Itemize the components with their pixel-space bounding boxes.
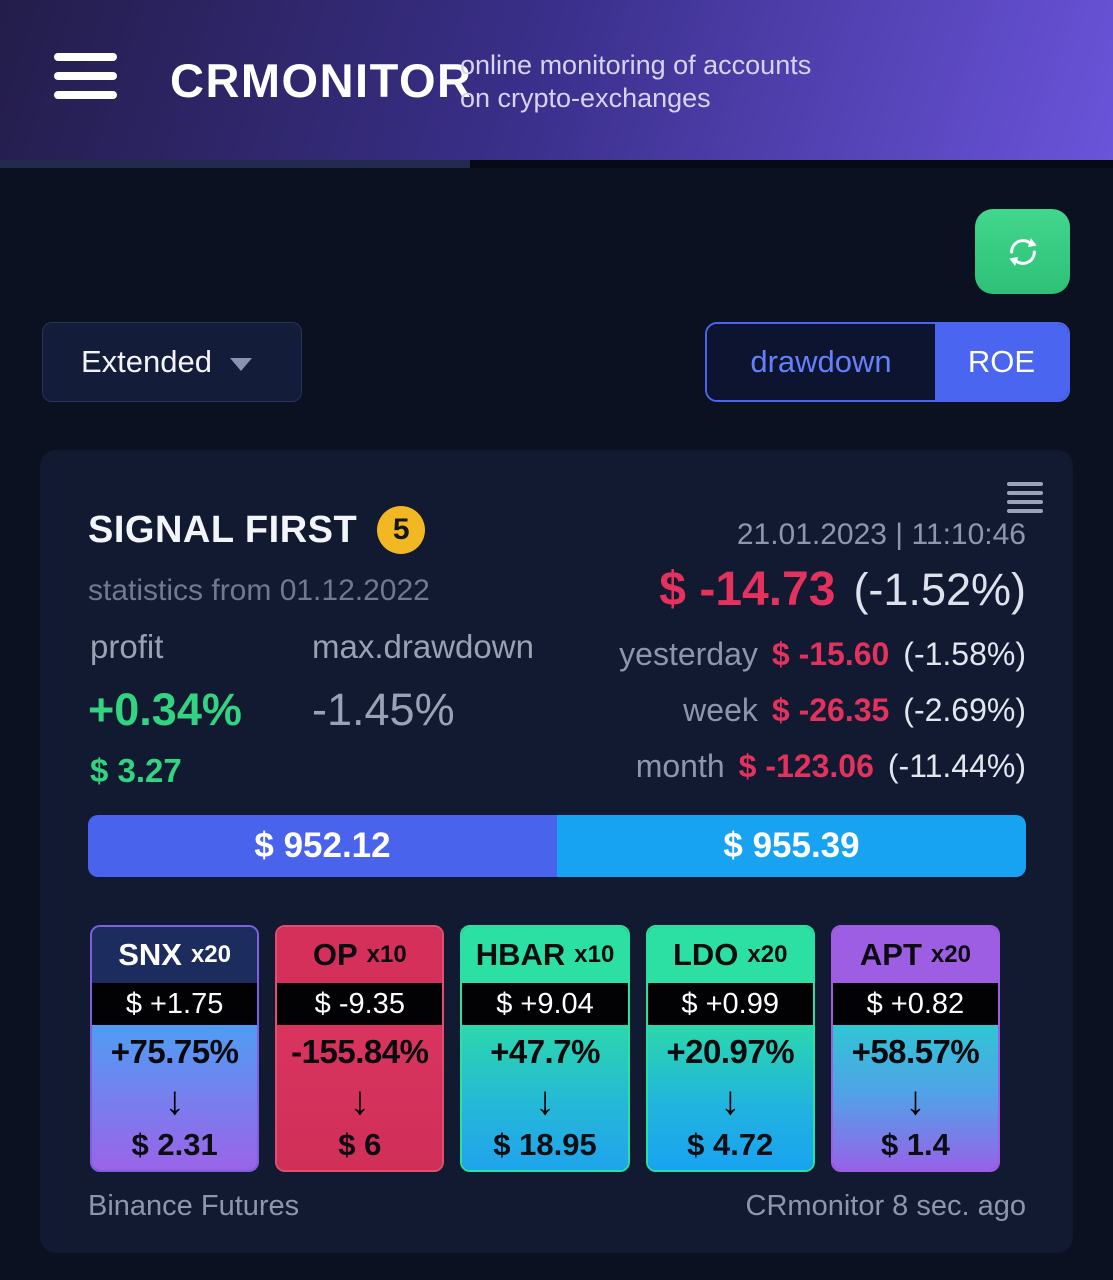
card-footer: Binance Futures CRmonitor 8 sec. ago (88, 1190, 1026, 1223)
position-header: LDO x20 (647, 927, 813, 983)
max-drawdown-label: max.drawdown (312, 628, 534, 665)
position-value: $ 1.4 (880, 1127, 950, 1162)
position-header: APT x20 (832, 927, 999, 983)
last-updated-label: CRmonitor 8 sec. ago (745, 1190, 1026, 1222)
position-pnl-percent: -155.84% (291, 1033, 429, 1070)
position-body: +47.7% ↓ $ 18.95 (462, 1025, 628, 1170)
position-header: SNX x20 (92, 927, 258, 983)
period-label: yesterday (619, 635, 758, 672)
position-body: -155.84% ↓ $ 6 (277, 1025, 443, 1170)
toggle-option-drawdown[interactable]: drawdown (707, 324, 935, 400)
position-leverage: x20 (747, 941, 788, 968)
account-badge: 5 (377, 506, 426, 554)
period-row-yesterday: yesterday $ -15.60 (-1.58%) (619, 626, 1026, 682)
position-header: HBAR x10 (462, 927, 628, 983)
period-row-week: week $ -26.35 (-2.69%) (683, 682, 1026, 738)
period-percent: (-1.58%) (903, 635, 1026, 672)
position-value: $ 6 (338, 1127, 382, 1162)
position-symbol: OP (312, 937, 358, 972)
profit-usd-value: $ 3.27 (90, 752, 182, 789)
position-pnl-percent: +20.97% (666, 1033, 795, 1070)
app-tagline: online monitoring of accounts on crypto-… (460, 49, 811, 115)
position-pnl-usd: $ -9.35 (277, 983, 443, 1025)
position-leverage: x20 (930, 941, 971, 968)
positions-row: SNX x20 $ +1.75 +75.75% ↓ $ 2.31 OP x10 … (90, 925, 1001, 1172)
chevron-down-icon (230, 357, 252, 371)
card-menu-icon[interactable] (1007, 482, 1043, 513)
position-leverage: x20 (190, 941, 231, 968)
position-card-op[interactable]: OP x10 $ -9.35 -155.84% ↓ $ 6 (275, 925, 445, 1172)
down-arrow-icon: ↓ (720, 1079, 741, 1123)
period-value: $ -123.06 (738, 747, 874, 784)
header-divider (0, 160, 1113, 168)
position-body: +75.75% ↓ $ 2.31 (92, 1025, 258, 1170)
profit-label: profit (90, 628, 164, 665)
view-mode-dropdown[interactable]: Extended (42, 322, 302, 402)
toggle-option-roe[interactable]: ROE (935, 324, 1068, 400)
position-pnl-usd: $ +0.82 (832, 983, 999, 1025)
today-stat-row: $ -14.73 (-1.52%) (659, 562, 1026, 626)
position-leverage: x10 (366, 941, 407, 968)
position-pnl-usd: $ +0.99 (647, 983, 813, 1025)
period-percent: (-2.69%) (903, 691, 1026, 728)
account-name: SIGNAL FIRST (88, 508, 358, 551)
today-percent: (-1.52%) (853, 564, 1026, 615)
position-body: +58.57% ↓ $ 1.4 (832, 1025, 999, 1170)
view-mode-label: Extended (81, 344, 212, 379)
hamburger-menu-icon[interactable] (54, 53, 117, 99)
period-row-month: month $ -123.06 (-11.44%) (636, 738, 1026, 794)
balance-bar: $ 952.12 $ 955.39 (88, 815, 1026, 877)
profit-percent-value: +0.34% (88, 684, 242, 735)
today-value: $ -14.73 (659, 563, 836, 616)
down-arrow-icon: ↓ (535, 1079, 555, 1123)
down-arrow-icon: ↓ (349, 1079, 370, 1123)
position-value: $ 18.95 (493, 1127, 597, 1162)
account-datetime: 21.01.2023 | 11:10:46 (736, 518, 1026, 551)
account-card: SIGNAL FIRST 5 21.01.2023 | 11:10:46 sta… (40, 450, 1073, 1253)
position-card-ldo[interactable]: LDO x20 $ +0.99 +20.97% ↓ $ 4.72 (645, 925, 815, 1172)
position-pnl-percent: +47.7% (490, 1033, 600, 1070)
position-pnl-percent: +75.75% (110, 1033, 239, 1070)
refresh-button[interactable] (975, 209, 1070, 294)
position-body: +20.97% ↓ $ 4.72 (647, 1025, 813, 1170)
balance-left-segment: $ 952.12 (88, 815, 557, 877)
scroll-progress-indicator (0, 160, 470, 168)
position-symbol: APT (859, 937, 922, 972)
position-symbol: LDO (672, 937, 739, 972)
position-value: $ 2.31 (131, 1127, 218, 1162)
tagline-line2: on crypto-exchanges (460, 83, 711, 113)
period-label: week (683, 691, 758, 728)
tagline-line1: online monitoring of accounts (460, 50, 812, 80)
position-pnl-usd: $ +9.04 (462, 983, 628, 1025)
refresh-icon (1008, 237, 1037, 266)
period-value: $ -26.35 (771, 691, 890, 728)
account-title-row: SIGNAL FIRST 5 (88, 506, 426, 554)
position-value: $ 4.72 (687, 1127, 774, 1162)
metric-toggle: drawdown ROE (705, 322, 1070, 402)
position-pnl-usd: $ +1.75 (92, 983, 258, 1025)
period-value: $ -15.60 (771, 635, 890, 672)
period-label: month (635, 747, 725, 784)
position-pnl-percent: +58.57% (851, 1033, 980, 1070)
period-stats: $ -14.73 (-1.52%) yesterday $ -15.60 (-1… (619, 562, 1026, 794)
position-leverage: x10 (574, 941, 615, 968)
max-drawdown-percent-value: -1.45% (312, 684, 455, 735)
down-arrow-icon: ↓ (164, 1079, 185, 1123)
position-symbol: HBAR (475, 937, 566, 972)
position-card-snx[interactable]: SNX x20 $ +1.75 +75.75% ↓ $ 2.31 (90, 925, 260, 1172)
balance-right-segment: $ 955.39 (557, 815, 1026, 877)
statistics-from-label: statistics from 01.12.2022 (88, 574, 430, 607)
down-arrow-icon: ↓ (905, 1079, 926, 1123)
position-card-apt[interactable]: APT x20 $ +0.82 +58.57% ↓ $ 1.4 (830, 925, 1001, 1172)
position-card-hbar[interactable]: HBAR x10 $ +9.04 +47.7% ↓ $ 18.95 (460, 925, 630, 1172)
exchange-label: Binance Futures (88, 1190, 300, 1222)
period-percent: (-11.44%) (887, 747, 1026, 784)
app-header: CRMONITOR online monitoring of accounts … (0, 0, 1113, 160)
position-symbol: SNX (118, 937, 182, 972)
app-logo: CRMONITOR (170, 54, 473, 107)
position-header: OP x10 (277, 927, 443, 983)
